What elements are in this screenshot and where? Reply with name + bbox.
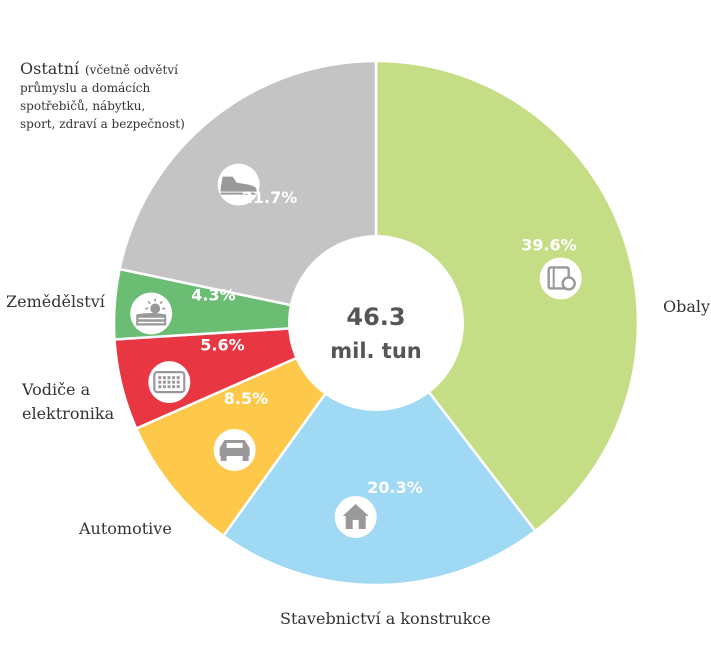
- category-label-automotive: Automotive: [78, 519, 172, 538]
- slice-value-label: 21.7%: [242, 188, 298, 207]
- category-label-vodice-line2: elektronika: [22, 404, 115, 423]
- category-label-ostatni: Ostatní: [20, 59, 80, 78]
- category-note-ostatni-line3: spotřebičů, nábytku,: [20, 98, 145, 113]
- slice-value-label: 39.6%: [521, 235, 577, 254]
- slice-value-label: 8.5%: [224, 389, 268, 408]
- car-icon: [213, 428, 256, 471]
- field-icon: [130, 292, 173, 335]
- slice-value-label: 5.6%: [200, 335, 244, 354]
- slice-value-labels: 39.6% 20.3% 8.5% 5.6% 4.3% 21.7%: [191, 188, 576, 497]
- packaging-icon: [539, 257, 582, 300]
- category-note-ostatni-line2: průmyslu a domácích: [20, 80, 151, 95]
- category-label-obaly: Obaly: [663, 297, 710, 316]
- slice-icon-badges: [130, 163, 582, 538]
- center-unit: mil. tun: [330, 339, 422, 363]
- category-label-vodice-line1: Vodiče a: [21, 380, 91, 399]
- category-label-zemedelstvi: Zemědělství: [6, 292, 106, 311]
- donut-hole: [288, 235, 464, 411]
- category-label-stavebnictvi: Stavebnictví a konstrukce: [280, 609, 491, 628]
- keyboard-icon: [148, 361, 191, 404]
- shoe-icon: [217, 163, 260, 206]
- category-note-ostatni-line1: (včetně odvětví: [85, 63, 178, 77]
- house-icon: [334, 495, 377, 538]
- center-total: 46.3: [346, 303, 405, 331]
- category-note-ostatni-line4: sport, zdraví a bezpečnost): [20, 117, 185, 131]
- slice-value-label: 4.3%: [191, 286, 235, 305]
- slice-value-label: 20.3%: [367, 478, 423, 497]
